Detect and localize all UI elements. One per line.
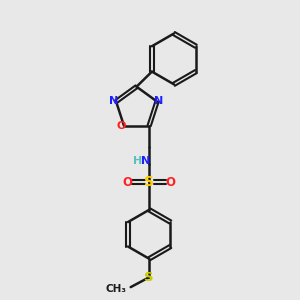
Text: O: O: [117, 122, 126, 131]
Text: N: N: [110, 96, 118, 106]
Text: S: S: [144, 175, 154, 189]
Text: N: N: [154, 96, 164, 106]
Text: CH₃: CH₃: [105, 284, 126, 294]
Text: O: O: [123, 176, 133, 188]
Text: N: N: [141, 155, 150, 166]
Text: S: S: [144, 271, 154, 284]
Text: H: H: [133, 155, 142, 166]
Text: O: O: [166, 176, 176, 188]
